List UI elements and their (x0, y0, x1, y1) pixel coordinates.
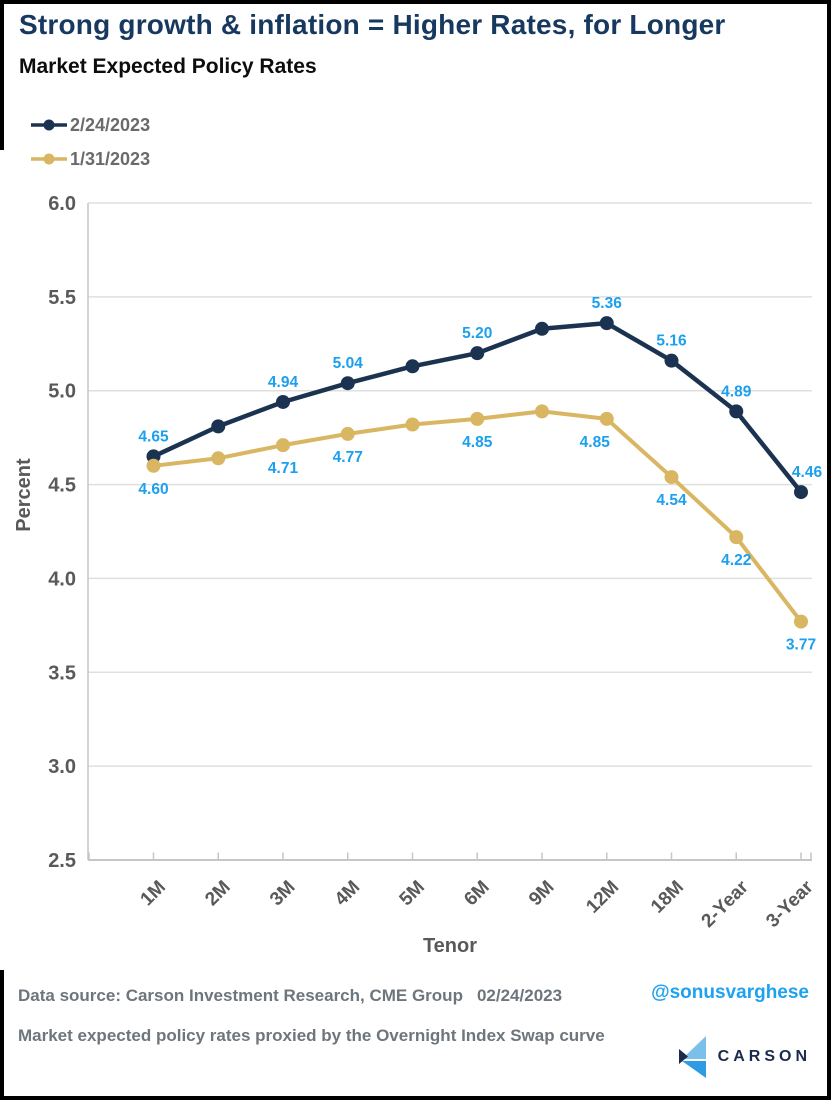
frame-border-left-lower (0, 970, 4, 1100)
legend-item-feb: 2/24/2023 (30, 112, 150, 138)
svg-text:5.20: 5.20 (462, 325, 492, 342)
svg-text:2.5: 2.5 (48, 850, 76, 872)
legend-item-jan: 1/31/2023 (30, 146, 150, 172)
svg-text:4.89: 4.89 (721, 383, 752, 400)
svg-text:4.60: 4.60 (138, 481, 168, 498)
svg-text:5.0: 5.0 (48, 381, 76, 403)
svg-text:9M: 9M (525, 877, 559, 911)
svg-text:3-Year: 3-Year (762, 876, 818, 932)
data-source-date: 02/24/2023 (476, 986, 563, 1005)
data-source-label: Data source: Carson Investment Research,… (18, 986, 463, 1005)
twitter-handle: @sonusvarghese (651, 982, 809, 1003)
svg-text:3.0: 3.0 (48, 756, 76, 778)
svg-text:5M: 5M (396, 877, 430, 911)
legend-marker-line-dot-icon (31, 119, 67, 131)
footnote-text: Market expected policy rates proxied by … (18, 1026, 605, 1045)
frame-border-right (827, 0, 831, 1100)
svg-text:2M: 2M (201, 877, 235, 911)
frame-border-bottom (0, 1096, 831, 1100)
carson-brand: CARSON (678, 1036, 811, 1078)
brand-name: CARSON (717, 1048, 811, 1065)
svg-text:5.36: 5.36 (592, 295, 623, 312)
svg-text:3.77: 3.77 (786, 637, 816, 654)
svg-text:4.71: 4.71 (268, 460, 299, 477)
svg-text:6M: 6M (460, 877, 494, 911)
legend-label: 2/24/2023 (70, 114, 151, 135)
svg-text:4.54: 4.54 (656, 492, 687, 509)
carson-logo-icon (678, 1036, 706, 1078)
svg-text:4.5: 4.5 (48, 475, 76, 497)
legend-marker-line-dot-icon (31, 153, 67, 165)
data-source-text: Data source: Carson Investment Research,… (18, 986, 562, 1006)
svg-text:4.65: 4.65 (138, 428, 169, 445)
svg-text:3.5: 3.5 (48, 662, 76, 684)
svg-text:18M: 18M (647, 877, 688, 918)
frame-border-left-upper (0, 0, 4, 150)
svg-text:4.94: 4.94 (268, 374, 299, 391)
svg-text:4.85: 4.85 (462, 434, 493, 451)
legend-label: 1/31/2023 (70, 148, 151, 169)
svg-text:5.16: 5.16 (656, 333, 687, 350)
svg-text:6.0: 6.0 (48, 193, 76, 215)
svg-text:4.0: 4.0 (48, 568, 76, 590)
svg-text:4M: 4M (331, 877, 365, 911)
svg-text:12M: 12M (582, 877, 623, 918)
svg-text:4.85: 4.85 (580, 434, 611, 451)
chart-subtitle: Market Expected Policy Rates (19, 55, 317, 78)
svg-text:4.46: 4.46 (792, 464, 823, 481)
frame-border-top (0, 0, 831, 4)
svg-text:Percent: Percent (13, 458, 35, 532)
svg-text:5.04: 5.04 (333, 355, 364, 372)
svg-text:1M: 1M (137, 877, 171, 911)
legend: 2/24/2023 1/31/2023 (30, 112, 150, 180)
svg-text:3M: 3M (266, 877, 300, 911)
svg-text:Tenor: Tenor (423, 935, 477, 957)
svg-text:2-Year: 2-Year (698, 876, 754, 932)
svg-text:4.77: 4.77 (333, 449, 363, 466)
svg-text:5.5: 5.5 (48, 287, 76, 309)
svg-text:4.22: 4.22 (721, 552, 751, 569)
page-title: Strong growth & inflation = Higher Rates… (19, 9, 726, 40)
